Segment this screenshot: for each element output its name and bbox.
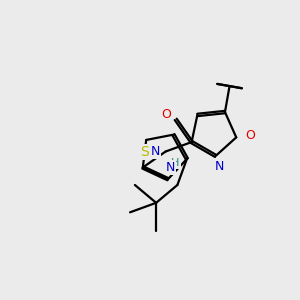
Text: H: H <box>171 158 180 169</box>
Text: S: S <box>140 145 148 159</box>
Text: N: N <box>165 161 175 174</box>
Text: N: N <box>215 160 224 173</box>
Text: N: N <box>151 145 160 158</box>
Text: O: O <box>245 129 255 142</box>
Text: O: O <box>161 108 171 121</box>
